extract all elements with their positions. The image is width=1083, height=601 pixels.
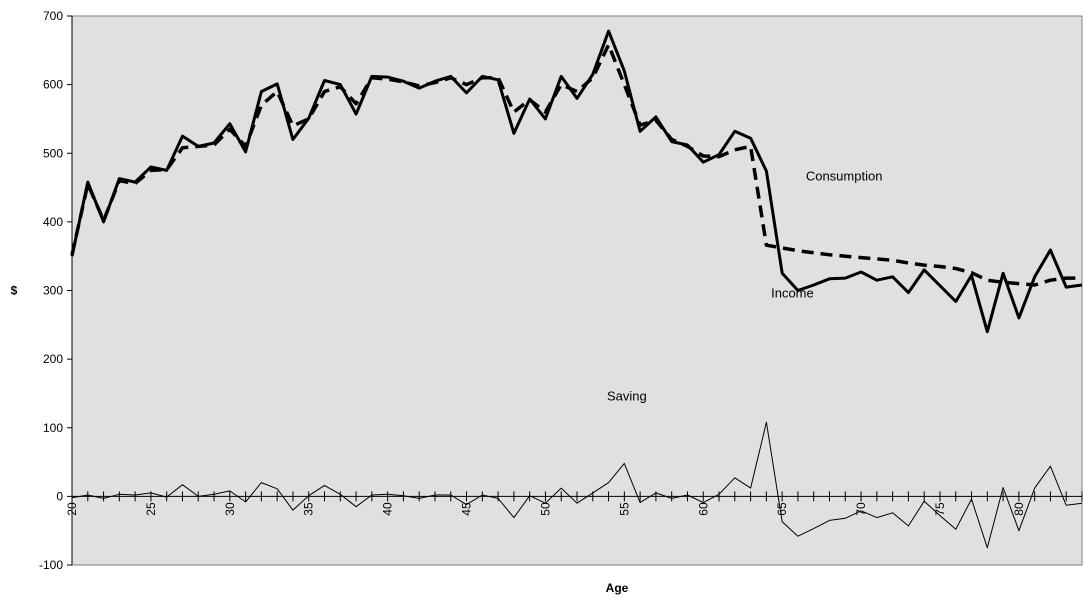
y-tick-label: -100 [39, 558, 63, 572]
series-line-income [70, 29, 1083, 334]
annotation-saving: Saving [607, 388, 647, 403]
x-axis-title: Age [606, 581, 629, 595]
y-axis: -100 0 100 200 300 400 500 600 700 [39, 9, 73, 572]
x-tick-label: 35 [302, 502, 316, 516]
x-tick-label: 50 [538, 502, 552, 516]
y-tick-label: 0 [56, 489, 63, 503]
y-tick-label: 300 [43, 284, 63, 298]
y-tick-label: 600 [43, 78, 63, 92]
y-tick-label: 500 [43, 146, 63, 160]
x-tick-label: 75 [933, 502, 947, 516]
y-tick-label: 200 [43, 352, 63, 366]
annotation-consumption: Consumption [806, 169, 883, 184]
x-tick-label: 60 [696, 502, 710, 516]
x-tick-label: 65 [775, 502, 789, 516]
x-axis: 20 25 30 35 40 45 50 55 60 65 70 75 80 [65, 491, 1083, 516]
x-tick-label: 80 [1012, 502, 1026, 516]
x-tick-label: 20 [65, 502, 79, 516]
x-tick-label: 40 [381, 502, 395, 516]
annotation-layer: Consumption Income Saving [607, 169, 882, 404]
plot-area [71, 15, 1083, 566]
y-tick-label: 700 [43, 9, 63, 23]
annotation-income: Income [771, 285, 814, 300]
y-tick-label: 400 [43, 215, 63, 229]
y-tick-label: 100 [43, 421, 63, 435]
y-axis-title: $ [11, 284, 18, 298]
x-tick-label: 25 [144, 502, 158, 516]
x-tick-label: 30 [223, 502, 237, 516]
x-tick-label: 55 [617, 502, 631, 516]
series-layer [70, 29, 1083, 549]
series-line-saving [71, 421, 1083, 549]
x-tick-label: 45 [460, 502, 474, 516]
